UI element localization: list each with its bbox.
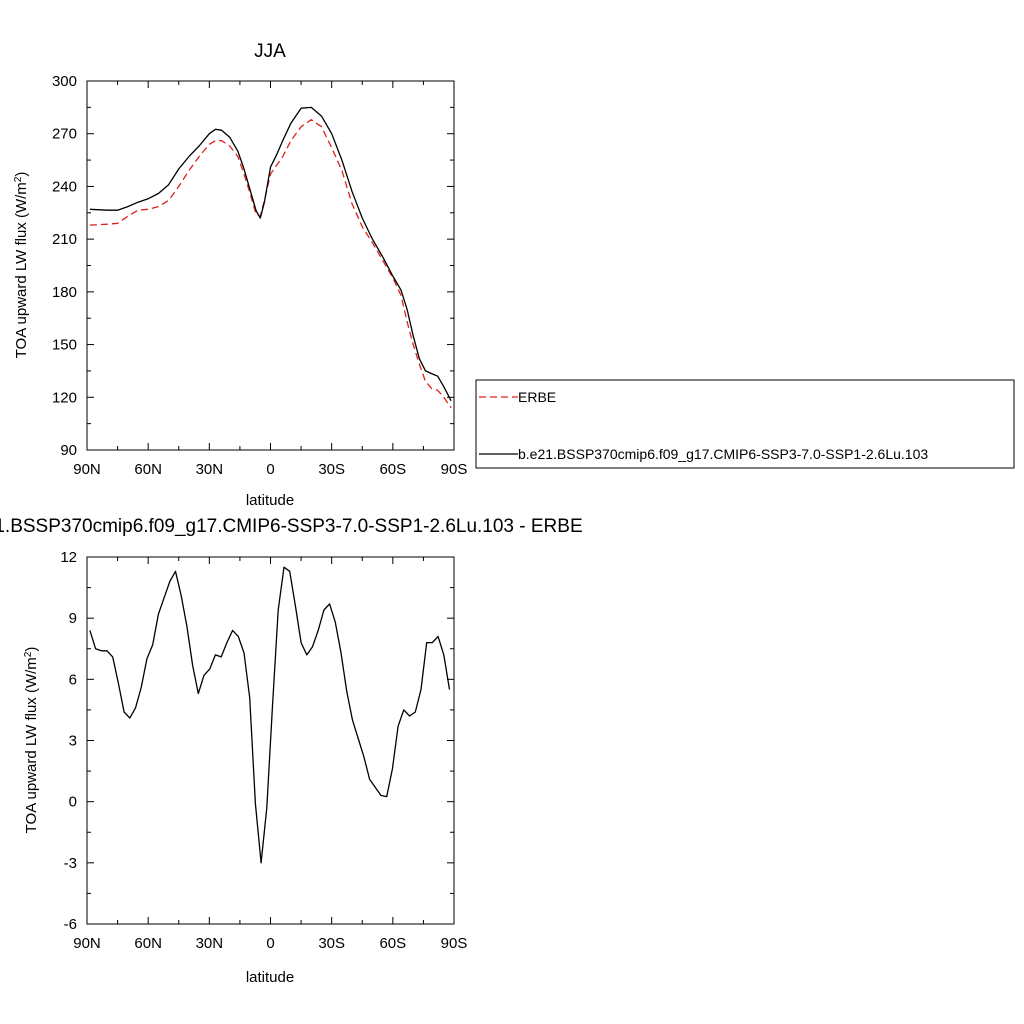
top-y-tick-label: 300 [52,73,77,90]
top-y-axis-label-sup: 2 [13,176,24,182]
bottom-y-tick-label: 6 [69,671,77,688]
top-chart: JJA 90N 60N 30N 0 30S 60S 90S 90 120 150 180 210 240… [13,41,468,509]
top-y-axis-label: TOA upward LW flux (W/m2) [13,172,31,359]
bottom-y-tick-label: 3 [69,733,77,750]
top-y-axis-label-close: ) [13,172,30,177]
top-x-tick-label: 60N [134,461,162,478]
bottom-y-axis-label: TOA upward LW flux (W/m2) [23,647,41,834]
top-y-axis-label-main: TOA upward LW flux (W/m [13,182,30,358]
bottom-chart-title: b.e21.BSSP370cmip6.f09_g17.CMIP6-SSP3-7.… [0,516,583,537]
top-chart-title: JJA [254,41,286,62]
top-x-tick-label: 30N [196,461,224,478]
bottom-x-tick-label: 30N [196,935,224,952]
bottom-y-axis-label-sup: 2 [23,651,34,657]
top-y-tick-label: 270 [52,126,77,143]
top-plot-frame [86,80,455,451]
bottom-series-group [89,566,451,864]
top-x-tick-label: 90N [73,461,101,478]
top-series-line-erbe [89,119,452,409]
bottom-ticks: 90N 60N 30N 0 30S 60S 90S -6 -3 0 3 6 9 12 [60,549,467,952]
top-y-tick-label: 90 [60,442,77,459]
bottom-y-tick-label: 12 [60,549,77,566]
bottom-y-tick-label: -6 [64,916,77,933]
legend-erbe-label: ERBE [518,389,556,405]
top-series-line-model [89,106,452,402]
top-ticks: 90N 60N 30N 0 30S 60S 90S 90 120 150 180 210 240 270 3… [52,73,467,478]
bottom-x-tick-label: 60S [379,935,406,952]
top-x-tick-label: 60S [379,461,406,478]
top-x-tick-label: 90S [441,461,468,478]
legend-model-label: b.e21.BSSP370cmip6.f09_g17.CMIP6-SSP3-7.… [518,446,928,462]
bottom-x-tick-label: 90S [441,935,468,952]
bottom-x-tick-label: 30S [318,935,345,952]
bottom-x-tick-label: 60N [134,935,162,952]
top-x-axis-label: latitude [246,492,294,509]
top-y-tick-label: 210 [52,231,77,248]
top-y-tick-label: 150 [52,337,77,354]
top-y-tick-label: 120 [52,389,77,406]
top-y-tick-label: 180 [52,284,77,301]
bottom-x-axis-label: latitude [246,969,294,986]
bottom-x-tick-label: 0 [266,935,274,952]
bottom-series-line-difference [89,566,451,864]
bottom-y-tick-label: 0 [69,794,77,811]
bottom-x-tick-label: 90N [73,935,101,952]
top-x-tick-label: 30S [318,461,345,478]
top-series-group [89,106,452,409]
top-y-tick-label: 240 [52,178,77,195]
legend-box [475,379,1015,469]
bottom-chart: b.e21.BSSP370cmip6.f09_g17.CMIP6-SSP3-7.… [0,516,583,986]
bottom-y-tick-label: -3 [64,855,77,872]
bottom-y-axis-label-close: ) [23,647,40,652]
top-x-tick-label: 0 [266,461,274,478]
bottom-y-axis-label-main: TOA upward LW flux (W/m [23,657,40,833]
legend: ERBE b.e21.BSSP370cmip6.f09_g17.CMIP6-SS… [475,379,1015,469]
bottom-y-tick-label: 9 [69,610,77,627]
